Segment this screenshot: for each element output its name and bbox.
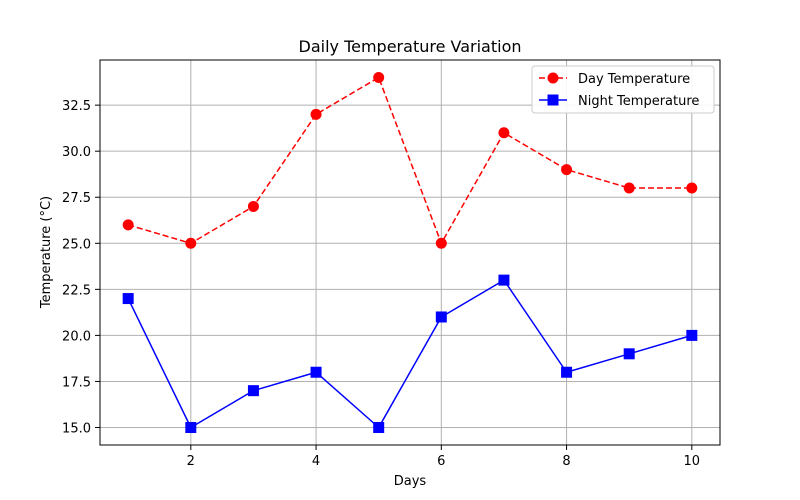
legend-label-night-temperature: Night Temperature <box>578 94 699 109</box>
data-point-day-temperature <box>498 127 510 139</box>
y-tick-label: 25.0 <box>62 237 91 252</box>
y-axis-ticks: 15.0 17.5 20.0 22.5 25.0 27.5 30.0 32.5 <box>62 99 100 437</box>
data-point-night-temperature <box>247 385 259 397</box>
series-group <box>122 72 698 433</box>
data-point-night-temperature <box>623 348 635 360</box>
data-point-day-temperature <box>373 72 385 83</box>
data-point-night-temperature <box>561 366 573 378</box>
data-point-night-temperature <box>122 293 134 305</box>
legend-label-day-temperature: Day Temperature <box>578 72 690 87</box>
grid <box>100 60 720 445</box>
x-tick-label: 6 <box>437 454 445 469</box>
y-tick-label: 22.5 <box>62 283 91 298</box>
x-axis-label: Days <box>394 474 427 489</box>
y-tick-label: 27.5 <box>62 191 91 206</box>
data-point-day-temperature <box>561 164 573 176</box>
data-point-day-temperature <box>686 182 698 194</box>
data-point-day-temperature <box>435 237 447 249</box>
y-tick-label: 17.5 <box>62 375 91 390</box>
x-tick-label: 4 <box>312 454 320 469</box>
chart-title: Daily Temperature Variation <box>299 37 522 56</box>
legend-item-day-temperature: Day Temperature <box>539 72 690 87</box>
data-point-night-temperature <box>373 422 385 433</box>
data-point-day-temperature <box>247 200 259 212</box>
x-tick-label: 10 <box>684 454 701 469</box>
y-axis-label: Temperature (°C) <box>39 196 54 309</box>
data-point-night-temperature <box>310 366 322 378</box>
y-tick-label: 15.0 <box>62 422 91 437</box>
legend-box <box>531 65 715 114</box>
y-tick-label: 30.0 <box>62 145 91 160</box>
x-tick-label: 8 <box>562 454 570 469</box>
series-night-temperature <box>122 274 698 433</box>
data-point-day-temperature <box>310 108 322 120</box>
plot-area-frame <box>99 59 721 446</box>
series-day-temperature <box>122 72 698 249</box>
data-point-day-temperature <box>122 219 134 231</box>
data-point-night-temperature <box>185 422 197 433</box>
x-tick-label: 2 <box>187 454 195 469</box>
legend: Day Temperature Night Temperature <box>531 65 715 114</box>
y-tick-label: 20.0 <box>62 329 91 344</box>
data-point-night-temperature <box>498 274 510 286</box>
legend-marker-day-temperature <box>547 72 559 84</box>
data-point-night-temperature <box>435 311 447 323</box>
series-line-day-temperature <box>127 76 692 245</box>
series-line-night-temperature <box>127 279 693 429</box>
y-tick-label: 32.5 <box>62 99 91 114</box>
x-axis-ticks: 2 4 6 8 10 <box>187 445 700 469</box>
data-point-day-temperature <box>623 182 635 194</box>
data-point-day-temperature <box>185 237 197 249</box>
legend-item-night-temperature: Night Temperature <box>539 94 699 109</box>
legend-marker-night-temperature <box>547 94 559 106</box>
data-point-night-temperature <box>686 329 698 341</box>
